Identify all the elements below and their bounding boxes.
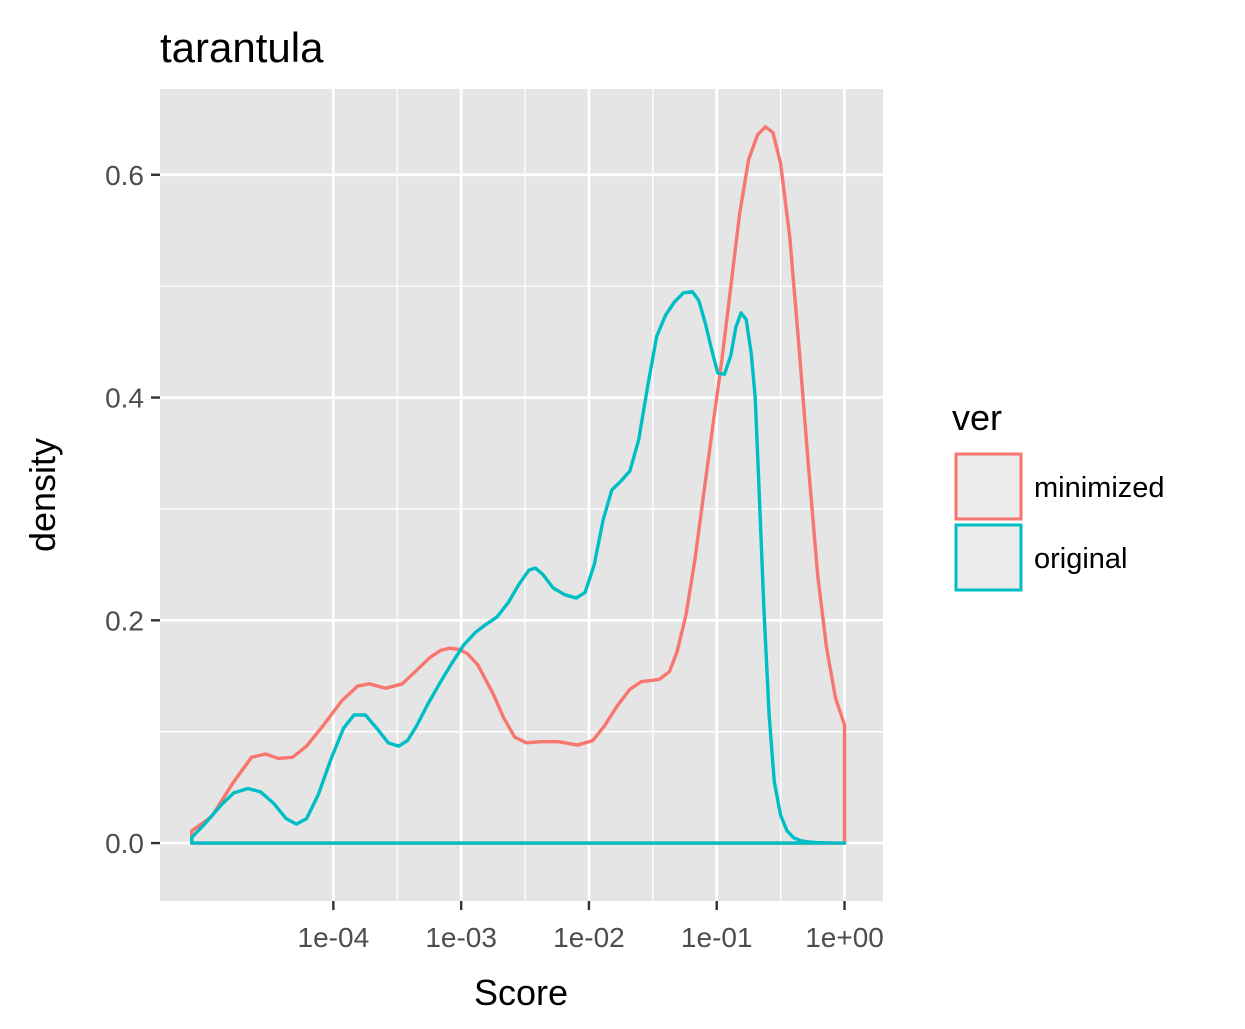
y-tick-label: 0.0 <box>105 828 144 859</box>
legend-items: minimized original <box>954 452 1165 592</box>
legend-label-original: original <box>1034 543 1128 575</box>
plot-panel <box>160 89 883 901</box>
legend: ver minimized original <box>952 397 1165 592</box>
y-tick-label: 0.6 <box>105 160 144 191</box>
legend-title: ver <box>952 397 1002 438</box>
x-axis: 1e-04 1e-03 1e-02 1e-01 1e+00 <box>298 901 884 953</box>
legend-label-minimized: minimized <box>1034 472 1165 504</box>
y-tick-label: 0.4 <box>105 383 144 414</box>
x-axis-title: Score <box>474 972 568 1013</box>
legend-key-minimized <box>954 452 1023 521</box>
series-line-minimized <box>190 125 847 845</box>
y-axis: 0.0 0.2 0.4 0.6 <box>105 160 160 859</box>
x-tick-label: 1e+00 <box>805 922 884 953</box>
series-line-original <box>190 290 847 845</box>
x-tick-label: 1e-02 <box>553 922 625 953</box>
x-tick-label: 1e-03 <box>425 922 497 953</box>
major-gridlines <box>160 89 883 901</box>
minor-gridlines <box>160 89 883 901</box>
y-axis-title: density <box>22 438 63 552</box>
legend-key-original <box>954 523 1023 592</box>
x-tick-label: 1e-04 <box>298 922 370 953</box>
y-tick-label: 0.2 <box>105 605 144 636</box>
chart-title: tarantula <box>160 24 324 71</box>
series-layer <box>190 125 847 845</box>
x-tick-label: 1e-01 <box>681 922 753 953</box>
